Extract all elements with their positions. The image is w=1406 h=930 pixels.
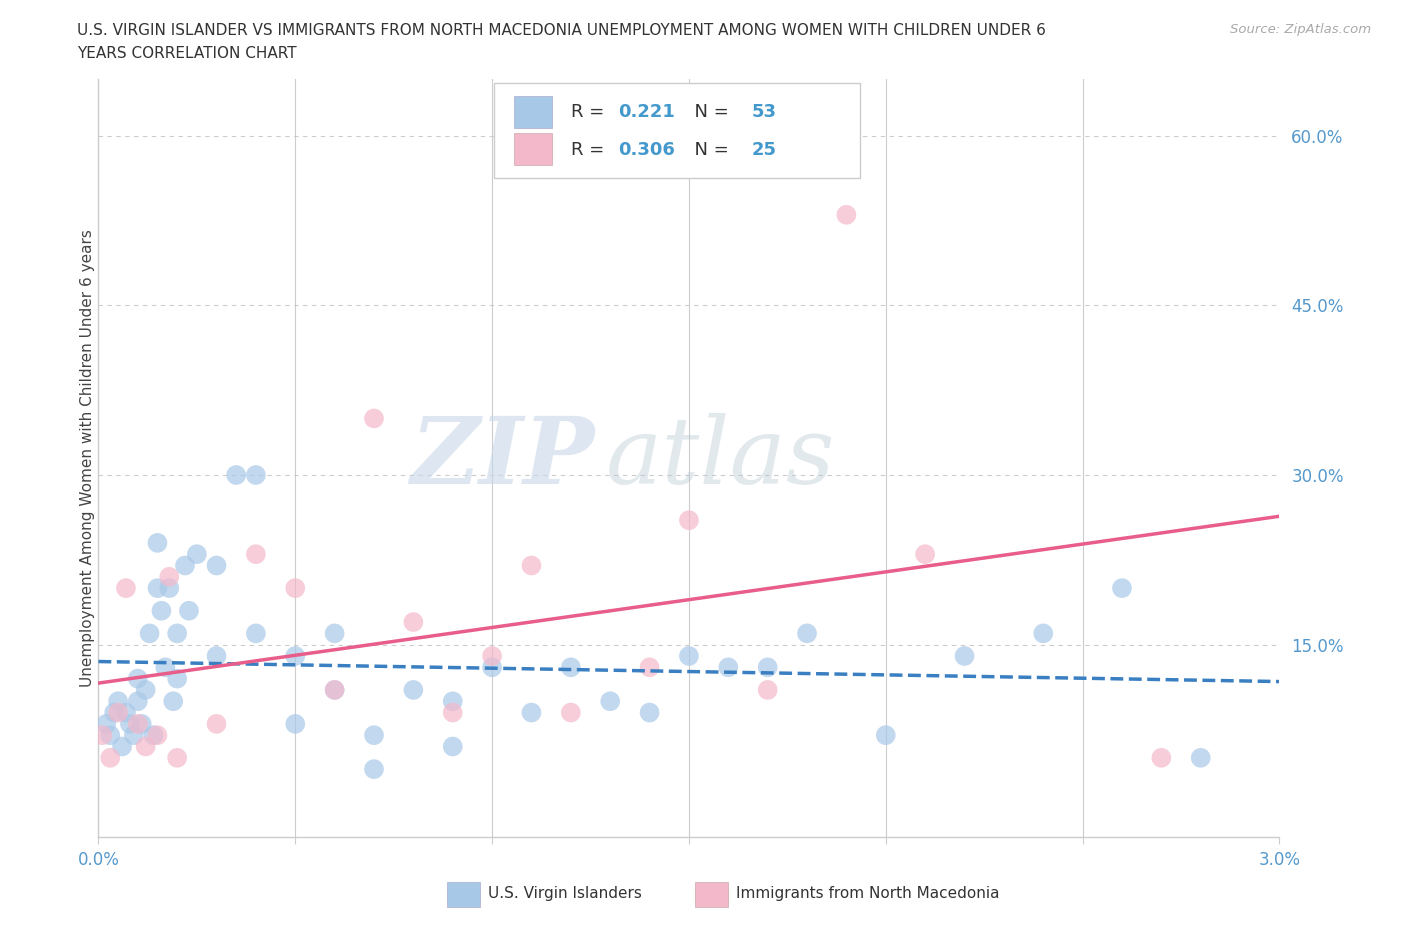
Point — [284, 716, 307, 731]
Point — [441, 705, 464, 720]
Point — [520, 705, 543, 720]
Point — [225, 468, 247, 483]
Point — [127, 716, 149, 731]
Point — [1189, 751, 1212, 765]
Bar — [695, 882, 728, 908]
Point — [115, 705, 138, 720]
Bar — [447, 882, 479, 908]
Point — [638, 660, 661, 675]
Point — [875, 728, 897, 743]
Point — [481, 660, 503, 675]
Point — [953, 648, 976, 663]
Point — [157, 580, 180, 595]
Text: N =: N = — [683, 140, 734, 158]
Point — [560, 660, 582, 675]
Point — [1111, 580, 1133, 595]
Point — [135, 739, 157, 754]
Point — [157, 569, 180, 584]
Point — [135, 683, 157, 698]
Text: N =: N = — [683, 102, 734, 121]
Point — [146, 728, 169, 743]
Text: 53: 53 — [752, 102, 776, 121]
Point — [205, 648, 228, 663]
Point — [111, 739, 134, 754]
Point — [150, 604, 173, 618]
Text: 0.306: 0.306 — [619, 140, 675, 158]
Point — [127, 694, 149, 709]
Point — [177, 604, 200, 618]
Point — [205, 558, 228, 573]
Point — [284, 648, 307, 663]
Point — [115, 580, 138, 595]
Point — [122, 728, 145, 743]
Point — [638, 705, 661, 720]
Point — [599, 694, 621, 709]
Point — [162, 694, 184, 709]
Point — [98, 728, 121, 743]
Point — [717, 660, 740, 675]
Point — [245, 547, 267, 562]
Point — [166, 626, 188, 641]
Y-axis label: Unemployment Among Women with Children Under 6 years: Unemployment Among Women with Children U… — [80, 229, 94, 687]
Point — [138, 626, 160, 641]
Point — [363, 728, 385, 743]
Point — [118, 716, 141, 731]
Point — [166, 671, 188, 686]
Bar — [515, 97, 553, 128]
Text: 25: 25 — [752, 140, 776, 158]
Point — [323, 683, 346, 698]
Point — [186, 547, 208, 562]
Point — [174, 558, 197, 573]
Text: R =: R = — [571, 140, 610, 158]
Point — [131, 716, 153, 731]
Point — [107, 705, 129, 720]
Point — [1032, 626, 1054, 641]
Point — [107, 694, 129, 709]
Point — [441, 739, 464, 754]
Text: U.S. Virgin Islanders: U.S. Virgin Islanders — [488, 886, 643, 901]
Point — [166, 751, 188, 765]
Point — [91, 728, 114, 743]
Point — [520, 558, 543, 573]
Point — [146, 580, 169, 595]
Point — [103, 705, 125, 720]
Point — [98, 751, 121, 765]
Point — [323, 626, 346, 641]
Point — [127, 671, 149, 686]
Text: YEARS CORRELATION CHART: YEARS CORRELATION CHART — [77, 46, 297, 61]
Point — [678, 648, 700, 663]
Point — [441, 694, 464, 709]
Point — [402, 615, 425, 630]
Text: U.S. VIRGIN ISLANDER VS IMMIGRANTS FROM NORTH MACEDONIA UNEMPLOYMENT AMONG WOMEN: U.S. VIRGIN ISLANDER VS IMMIGRANTS FROM … — [77, 23, 1046, 38]
Point — [155, 660, 177, 675]
Point — [756, 660, 779, 675]
Point — [363, 411, 385, 426]
Point — [914, 547, 936, 562]
Point — [146, 536, 169, 551]
Point — [560, 705, 582, 720]
Point — [1150, 751, 1173, 765]
Point — [402, 683, 425, 698]
Text: 0.221: 0.221 — [619, 102, 675, 121]
Point — [284, 580, 307, 595]
Bar — [515, 133, 553, 165]
Point — [205, 716, 228, 731]
Text: Immigrants from North Macedonia: Immigrants from North Macedonia — [737, 886, 1000, 901]
Text: Source: ZipAtlas.com: Source: ZipAtlas.com — [1230, 23, 1371, 36]
Point — [796, 626, 818, 641]
Point — [678, 512, 700, 527]
Point — [323, 683, 346, 698]
Point — [96, 716, 118, 731]
Text: R =: R = — [571, 102, 610, 121]
Text: ZIP: ZIP — [411, 413, 595, 503]
Point — [481, 648, 503, 663]
Point — [756, 683, 779, 698]
Point — [835, 207, 858, 222]
Point — [245, 626, 267, 641]
FancyBboxPatch shape — [494, 83, 860, 178]
Text: atlas: atlas — [606, 413, 835, 503]
Point — [142, 728, 165, 743]
Point — [245, 468, 267, 483]
Point — [363, 762, 385, 777]
